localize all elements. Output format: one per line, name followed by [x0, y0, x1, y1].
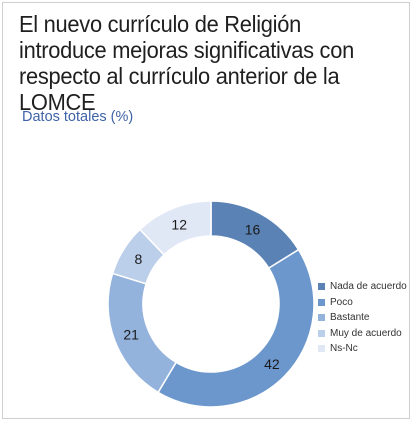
slice-value-label: 12 — [171, 217, 187, 233]
legend-item: Poco — [318, 295, 407, 311]
legend-swatch — [318, 329, 325, 337]
legend-label: Nada de acuerdo — [330, 281, 407, 293]
legend-swatch — [318, 283, 325, 291]
chart-card: El nuevo currículo de Religión introduce… — [2, 2, 410, 419]
legend-label: Bastante — [330, 312, 370, 324]
legend-swatch — [318, 298, 325, 306]
chart-title: El nuevo currículo de Religión introduce… — [19, 11, 354, 115]
donut-slice-poco — [157, 248, 315, 408]
chart-subtitle: Datos totales (%) — [22, 109, 134, 125]
donut-slice-bastante — [107, 272, 178, 394]
slice-value-label: 8 — [134, 251, 142, 267]
chart-legend: Nada de acuerdo Poco Bastante Muy de acuerd… — [318, 279, 407, 357]
slice-value-label: 16 — [245, 221, 261, 237]
legend-label: Ns-Nc — [330, 343, 358, 355]
donut-slice-ns-nc — [138, 200, 212, 256]
slice-value-label: 42 — [264, 356, 280, 372]
legend-swatch — [318, 314, 325, 322]
legend-item: Nada de acuerdo — [318, 279, 407, 295]
legend-item: Muy de acuerdo — [318, 326, 407, 342]
legend-swatch — [318, 345, 325, 353]
legend-label: Muy de acuerdo — [330, 327, 402, 339]
legend-label: Poco — [330, 296, 353, 308]
legend-item: Ns-Nc — [318, 341, 407, 357]
legend-item: Bastante — [318, 310, 407, 326]
slice-value-label: 21 — [123, 327, 139, 343]
